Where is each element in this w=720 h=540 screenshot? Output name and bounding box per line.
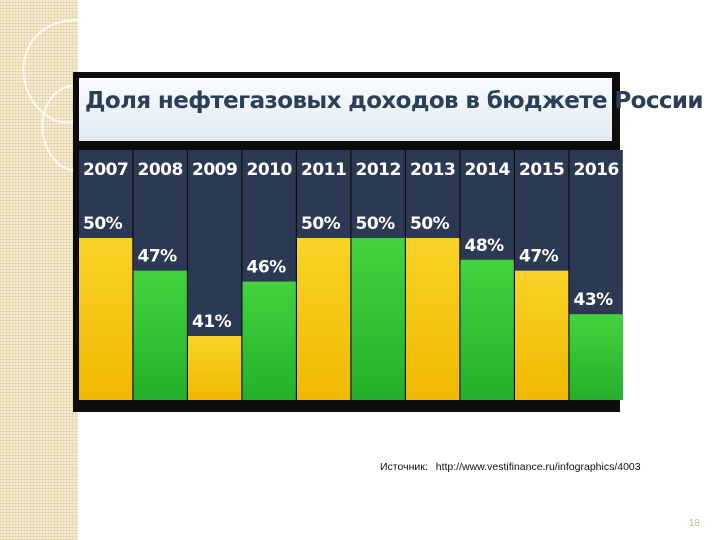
chart-title-bar [79,78,612,141]
data-label: 48% [465,236,505,256]
x-tick-label: 2016 [573,160,618,180]
bar-2010 [242,281,296,400]
x-tick-label: 2014 [464,160,510,180]
bar-2008 [133,270,187,400]
bar-2016 [569,314,623,400]
data-label: 43% [574,290,614,310]
data-label: 50% [356,214,396,234]
bar-2012 [351,238,405,400]
data-label: 50% [301,214,341,234]
bar-2015 [515,270,569,400]
bar-2014 [460,259,514,400]
bar-2013 [406,238,460,400]
data-label: 46% [247,258,287,278]
source-url[interactable]: http://www.vestifinance.ru/infographics/… [435,461,641,473]
x-tick-label: 2010 [246,160,292,180]
bar-2009 [188,336,242,400]
x-tick-label: 2008 [137,160,182,180]
chart-title: Доля нефтегазовых доходов в бюджете Росс… [85,88,704,114]
data-label: 50% [83,214,123,234]
x-tick-label: 2011 [301,160,346,180]
source-label: Источник: [380,461,428,473]
decorative-stripe [0,0,78,540]
x-tick-label: 2015 [519,160,564,180]
data-label: 41% [192,312,232,332]
bar-2011 [297,238,351,400]
page-number: 18 [688,518,700,529]
bar-2007 [79,238,133,400]
x-tick-label: 2013 [410,160,455,180]
data-label: 50% [410,214,450,234]
x-tick-label: 2007 [83,160,128,180]
data-label: 47% [138,247,178,267]
x-tick-label: 2012 [355,160,400,180]
x-tick-label: 2009 [192,160,237,180]
data-label: 47% [519,247,559,267]
source-citation: Источник: http://www.vestifinance.ru/info… [380,461,649,473]
